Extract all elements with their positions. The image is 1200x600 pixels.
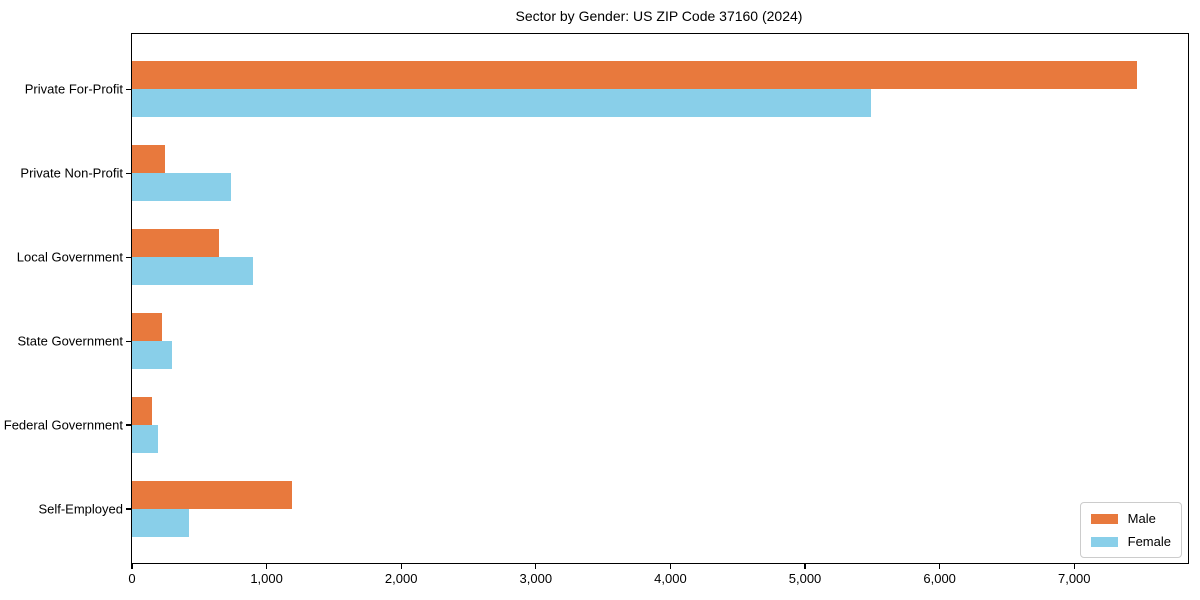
x-tick-mark — [266, 563, 268, 569]
bar-federal-government-female — [132, 425, 159, 454]
bar-state-government-female — [132, 341, 172, 370]
bar-private-non-profit-female — [132, 173, 231, 202]
bar-self-employed-female — [132, 509, 189, 537]
x-tick-mark — [131, 563, 133, 569]
y-tick-mark — [126, 88, 132, 90]
y-tick-label-state-government: State Government — [17, 333, 124, 349]
y-tick-label-local-government: Local Government — [16, 249, 123, 265]
y-tick-mark — [126, 340, 132, 342]
x-tick-mark — [939, 563, 941, 569]
bar-federal-government-male — [132, 397, 152, 426]
y-tick-label-private-for-profit: Private For-Profit — [24, 81, 123, 97]
x-tick-mark — [535, 563, 537, 569]
bar-private-for-profit-male — [132, 61, 1137, 90]
x-tick-label-1000: 1,000 — [250, 571, 283, 586]
x-tick-mark — [804, 563, 806, 569]
x-tick-label-2000: 2,000 — [384, 571, 418, 586]
bar-self-employed-male — [132, 481, 293, 509]
y-tick-mark — [126, 508, 132, 510]
bar-private-non-profit-male — [132, 145, 165, 174]
x-tick-label-7000: 7,000 — [1057, 571, 1091, 586]
x-tick-label-5000: 5,000 — [788, 571, 822, 586]
y-tick-mark — [126, 424, 132, 426]
legend-swatch-female — [1090, 536, 1118, 547]
x-tick-label-4000: 4,000 — [654, 571, 687, 586]
bar-state-government-male — [132, 313, 162, 342]
x-tick-label-6000: 6,000 — [923, 571, 956, 586]
y-tick-label-private-non-profit: Private Non-Profit — [20, 165, 123, 181]
legend-swatch-male — [1090, 513, 1118, 524]
y-tick-label-federal-government: Federal Government — [3, 417, 123, 433]
y-tick-mark — [126, 256, 132, 258]
bar-local-government-male — [132, 229, 219, 258]
legend-item-male: Male — [1090, 511, 1171, 526]
legend: Male Female — [1079, 502, 1182, 558]
plot-area: Male Female Private For-Profit Private Non… — [4, 33, 1189, 586]
legend-item-female: Female — [1090, 534, 1171, 549]
x-tick-label-0: 0 — [128, 571, 136, 586]
legend-label-male: Male — [1127, 511, 1156, 526]
x-tick-mark — [669, 563, 672, 569]
legend-label-female: Female — [1127, 534, 1171, 549]
bar-private-for-profit-female — [132, 89, 871, 118]
x-tick-label-3000: 3,000 — [519, 571, 553, 586]
x-tick-mark — [1073, 563, 1075, 569]
bar-local-government-female — [132, 257, 253, 286]
x-tick-mark — [400, 563, 402, 569]
y-tick-mark — [126, 172, 132, 174]
chart-title: Sector by Gender: US ZIP Code 37160 (202… — [515, 8, 803, 24]
y-tick-label-self-employed: Self-Employed — [38, 501, 123, 517]
